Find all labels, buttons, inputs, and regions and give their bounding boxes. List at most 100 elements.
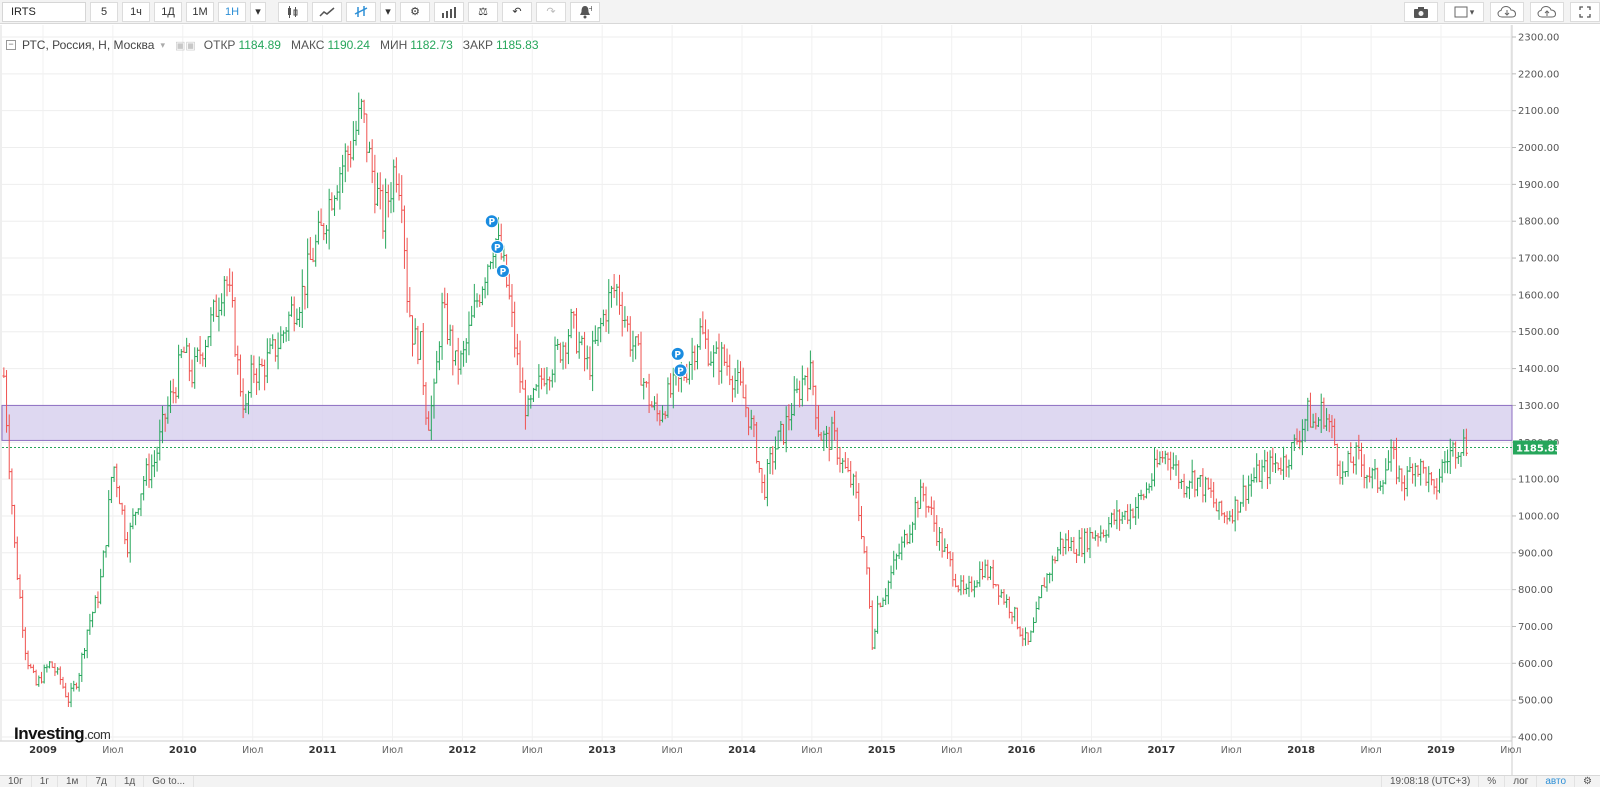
- range-7d[interactable]: 7д: [87, 776, 116, 787]
- range-1m[interactable]: 1м: [58, 776, 88, 787]
- ohlc-bar: [1282, 446, 1286, 480]
- legend-settings-icon[interactable]: ▣▣: [174, 39, 196, 52]
- ohlc-bar: [634, 336, 638, 360]
- dividend-marker-label: P: [674, 350, 681, 360]
- interval-1w[interactable]: 1Н: [218, 1, 246, 22]
- ohlc-bar: [478, 294, 482, 307]
- ohlc-bar: [1002, 589, 1006, 605]
- ohlc-bar: [330, 192, 334, 211]
- ohlc-bar: [905, 533, 909, 545]
- dividend-marker[interactable]: [484, 214, 499, 229]
- ohlc-bar: [991, 559, 995, 589]
- ohlc-bar: [1451, 441, 1455, 457]
- ohlc-bar: [1435, 478, 1439, 500]
- legend-collapse-icon[interactable]: −: [6, 40, 16, 50]
- indicators-icon[interactable]: [434, 1, 464, 22]
- ohlc-bar: [265, 338, 269, 384]
- interval-1m[interactable]: 1М: [186, 1, 214, 22]
- ohlc-bar: [298, 307, 302, 327]
- cloud-download-icon[interactable]: [1490, 1, 1524, 22]
- price-chart[interactable]: 400.00 500.00 600.00 700.00 800.00 900.00 1000…: [0, 25, 1600, 775]
- ohlc-bar: [1085, 527, 1089, 553]
- ohlc-bar: [1273, 453, 1277, 474]
- ohlc-bar: [435, 350, 439, 384]
- interval-5[interactable]: 5: [90, 1, 118, 22]
- ohlc-bar: [1185, 485, 1189, 498]
- ohlc-bar: [1265, 451, 1269, 490]
- candles-icon[interactable]: [278, 1, 308, 22]
- ohlc-bar: [120, 502, 124, 515]
- log-toggle[interactable]: лог: [1504, 776, 1536, 787]
- cloud-upload-icon[interactable]: [1530, 1, 1564, 22]
- range-10y[interactable]: 10г: [0, 776, 32, 787]
- goto-button[interactable]: Go to...: [144, 776, 195, 787]
- camera-icon[interactable]: [1404, 1, 1438, 22]
- ohlc-bar: [58, 666, 62, 685]
- ohlc-bar: [1405, 466, 1409, 497]
- ohlc-bar: [268, 338, 272, 355]
- y-tick-label: 2200.00: [1518, 69, 1559, 80]
- chart-settings-icon[interactable]: ⚙: [1574, 776, 1600, 787]
- ohlc-bar: [1400, 468, 1404, 492]
- interval-dropdown-icon[interactable]: ▾: [250, 1, 266, 22]
- ohlc-bar: [704, 319, 708, 349]
- ohlc-bar: [233, 297, 237, 357]
- ohlc-bar: [96, 591, 100, 609]
- ohlc-bar: [1456, 451, 1460, 464]
- ohlc-bar: [386, 184, 390, 218]
- settings-icon[interactable]: ⚙: [400, 1, 430, 22]
- layout-icon[interactable]: ▾: [1444, 1, 1484, 22]
- dividend-marker[interactable]: [673, 363, 688, 378]
- ohlc-bar: [989, 565, 993, 580]
- ohlc-bar: [316, 210, 320, 245]
- ohlc-bar: [773, 436, 777, 470]
- ohlc-bar: [171, 378, 175, 404]
- instrument-name[interactable]: РТС, Россия, Н, Москва: [22, 38, 155, 52]
- alert-icon[interactable]: +: [570, 1, 600, 22]
- ohlc-bar: [61, 676, 65, 689]
- undo-icon[interactable]: ↶: [502, 1, 532, 22]
- interval-1h[interactable]: 1ч: [122, 1, 150, 22]
- ohlc-bar: [1177, 460, 1181, 489]
- dividend-marker[interactable]: [670, 346, 685, 361]
- ohlc-bar: [152, 450, 156, 478]
- redo-icon[interactable]: ↷: [536, 1, 566, 22]
- chart-type-dropdown-icon[interactable]: ▾: [380, 1, 396, 22]
- ohlc-bar: [1349, 442, 1353, 463]
- range-1y[interactable]: 1г: [32, 776, 58, 787]
- ohlc-bar: [873, 628, 877, 650]
- ohlc-bar: [558, 342, 562, 363]
- interval-1d[interactable]: 1Д: [154, 1, 182, 22]
- ohlc-bar: [1365, 474, 1369, 489]
- ohlc-bar: [854, 471, 858, 499]
- ohlc-bar: [64, 682, 68, 698]
- ohlc-bar: [1222, 512, 1226, 524]
- chart-canvas[interactable]: 400.00 500.00 600.00 700.00 800.00 900.00 1000…: [0, 25, 1600, 775]
- y-tick-label: 1400.00: [1518, 364, 1559, 375]
- fullscreen-icon[interactable]: [1570, 1, 1600, 22]
- ohlc-bar: [604, 309, 608, 332]
- line-chart-icon[interactable]: [312, 1, 342, 22]
- range-1d[interactable]: 1д: [116, 776, 145, 787]
- bar-type-icon[interactable]: [346, 1, 376, 22]
- dividend-marker[interactable]: [495, 263, 510, 278]
- instrument-dropdown-icon[interactable]: ▾: [160, 39, 165, 50]
- symbol-input[interactable]: IRTS: [2, 1, 86, 22]
- auto-toggle[interactable]: авто: [1536, 776, 1574, 787]
- ohlc-bar: [695, 344, 699, 370]
- ohlc-bar: [897, 543, 901, 560]
- y-tick-label: 1300.00: [1518, 401, 1559, 412]
- ohlc-bar: [314, 234, 318, 267]
- y-tick-label: 700.00: [1518, 622, 1553, 633]
- ohlc-bar: [1182, 473, 1186, 498]
- percent-toggle[interactable]: %: [1478, 776, 1504, 787]
- ohlc-bar: [50, 661, 54, 668]
- ohlc-bar: [126, 531, 130, 558]
- ohlc-bar: [620, 291, 624, 337]
- ohlc-bar: [1432, 479, 1436, 495]
- dividend-marker[interactable]: [490, 240, 505, 254]
- ohlc-bar: [994, 584, 998, 587]
- compare-icon[interactable]: ⚖: [468, 1, 498, 22]
- ohlc-bar: [144, 458, 148, 486]
- ohlc-bar: [545, 367, 549, 395]
